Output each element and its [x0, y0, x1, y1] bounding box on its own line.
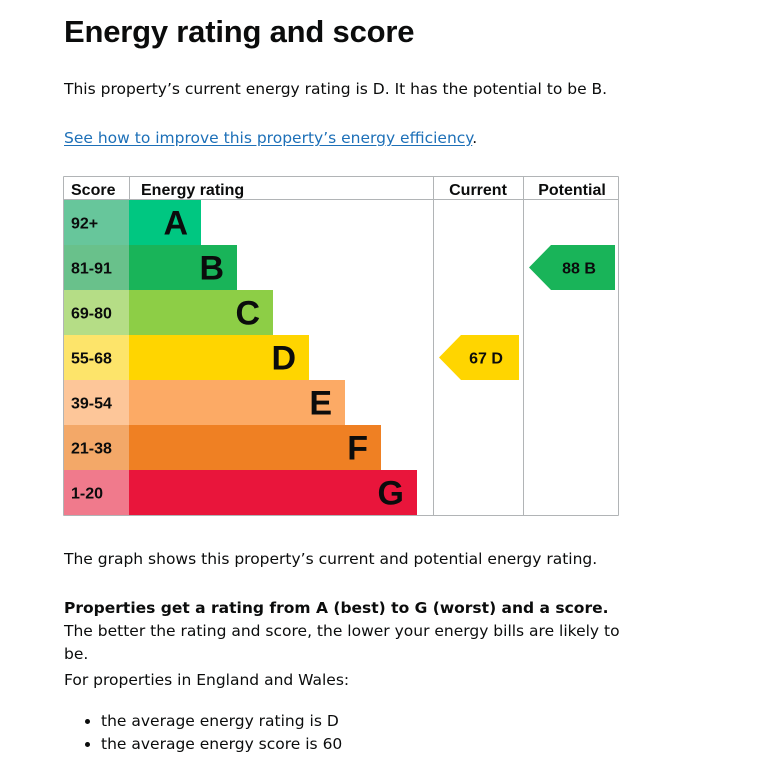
score-cell-a — [63, 200, 129, 245]
list-item: the average energy rating is D — [101, 710, 342, 733]
ratings-explanation: Properties get a rating from A (best) to… — [64, 597, 634, 666]
link-suffix: . — [472, 129, 478, 147]
score-cell-d — [63, 335, 129, 380]
rating-letter-b: B — [199, 250, 224, 288]
score-range-e: 39-54 — [71, 396, 112, 413]
rating-letter-c: C — [235, 295, 260, 333]
potential-rating-arrow — [529, 245, 615, 290]
rating-bar-d — [129, 335, 309, 380]
score-range-g: 1-20 — [71, 486, 103, 503]
page-title: Energy rating and score — [64, 14, 415, 49]
ratings-rest-text: The better the rating and score, the low… — [64, 622, 620, 663]
rating-bar-e — [129, 380, 345, 425]
energy-rating-chart: Score Energy rating Current Potential 92… — [63, 176, 619, 516]
averages-list: the average energy rating is D the avera… — [64, 710, 342, 756]
england-wales-text: For properties in England and Wales: — [64, 671, 350, 689]
rating-bar-f — [129, 425, 381, 470]
list-item: the average energy score is 60 — [101, 733, 342, 756]
rating-bar-a — [129, 200, 201, 245]
rating-letter-e: E — [309, 385, 332, 423]
score-range-b: 81-91 — [71, 261, 112, 278]
intro-text: This property’s current energy rating is… — [64, 80, 608, 98]
improve-link-paragraph: See how to improve this property’s energ… — [64, 127, 624, 150]
current-rating-label: 67 D — [469, 351, 503, 368]
rating-bar-b — [129, 245, 237, 290]
rating-bar-c — [129, 290, 273, 335]
score-cell-f — [63, 425, 129, 470]
rating-letter-g: G — [378, 475, 404, 513]
ratings-bold-text: Properties get a rating from A (best) to… — [64, 599, 609, 617]
header-energy-rating: Energy rating — [141, 182, 244, 199]
rating-letter-f: F — [347, 430, 368, 468]
score-cell-b — [63, 245, 129, 290]
rating-bar-g — [129, 470, 417, 515]
header-potential: Potential — [538, 182, 606, 199]
score-range-d: 55-68 — [71, 351, 112, 368]
rating-bands: 92+ A 81-91 B 69-80 C 55-68 D 39-54 E 21-38 F 1-20 G — [63, 200, 417, 515]
header-current: Current — [449, 182, 507, 199]
graph-description: The graph shows this property’s current … — [64, 550, 598, 568]
score-cell-c — [63, 290, 129, 335]
current-rating-arrow — [439, 335, 519, 380]
potential-rating-label: 88 B — [562, 261, 596, 278]
rating-letter-d: D — [271, 340, 296, 378]
score-range-f: 21-38 — [71, 441, 112, 458]
chart-grid — [63, 176, 619, 516]
score-cell-e — [63, 380, 129, 425]
score-range-a: 92+ — [71, 216, 98, 233]
improve-efficiency-link[interactable]: See how to improve this property’s energ… — [64, 129, 473, 147]
score-cell-g — [63, 470, 129, 515]
score-range-c: 69-80 — [71, 306, 112, 323]
rating-letter-a: A — [163, 205, 188, 243]
header-score: Score — [71, 182, 116, 199]
rating-arrows: 67 D 88 B — [439, 245, 615, 380]
